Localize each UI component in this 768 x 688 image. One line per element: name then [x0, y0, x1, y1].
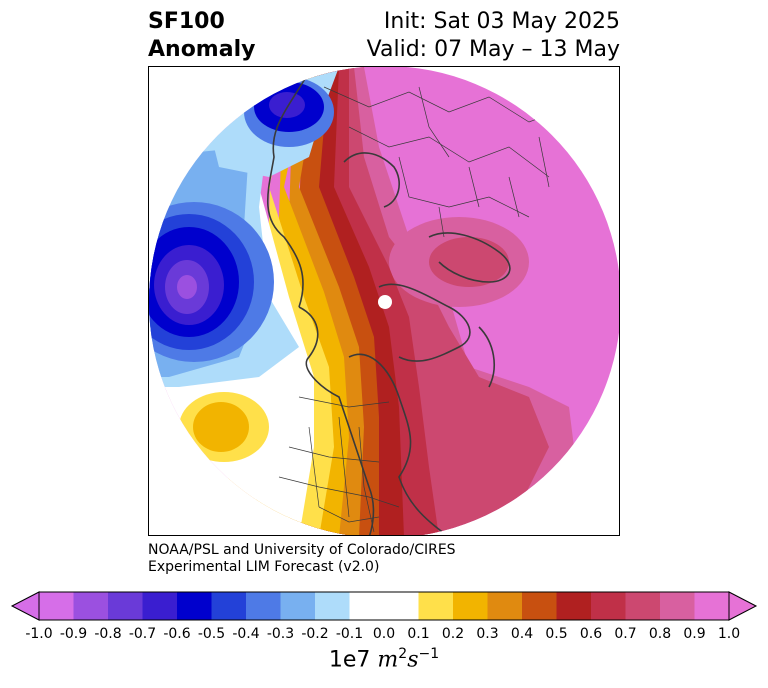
map-title: SF100 Anomaly	[148, 8, 255, 64]
credit-line-1: NOAA/PSL and University of Colorado/CIRE…	[148, 542, 456, 558]
colorbar-tick-labels: -1.0 -0.9 -0.8 -0.7 -0.6 -0.5 -0.4 -0.3 -0.2 -0.1…	[0, 626, 768, 648]
credit-line-2: Experimental LIM Forecast (v2.0)	[148, 559, 380, 575]
field-type: Anomaly	[148, 37, 256, 62]
colorbar-cell	[177, 592, 212, 620]
colorbar-units: 1e7 m2s−1	[0, 646, 768, 672]
colorbar-tick-label: 0.0	[372, 626, 396, 642]
colorbar-cell	[694, 592, 730, 620]
colorbar-tick-label: -0.1	[335, 626, 364, 642]
colorbar-cell	[625, 592, 661, 620]
units-m: m	[377, 647, 399, 673]
colorbar-outline	[38, 591, 730, 621]
colorbar-cell	[556, 592, 592, 620]
variable-name: SF100	[148, 9, 225, 34]
units-m-exp: 2	[398, 646, 408, 662]
colorbar-cell	[349, 592, 385, 620]
colorbar-cell	[280, 592, 316, 620]
north-pole-marker	[378, 295, 392, 309]
colorbar-tick-label: 0.9	[683, 626, 706, 642]
colorbar-cell	[418, 592, 454, 620]
colorbar-tick-label: 1.0	[717, 626, 741, 642]
units-prefix: 1e7	[328, 647, 371, 673]
colorbar-tick-label: -0.2	[301, 626, 329, 642]
colorbar-cells	[39, 592, 730, 620]
colorbar-cell	[39, 592, 74, 620]
colorbar-tick-label: 0.4	[510, 626, 534, 642]
colorbar-tick-label: 0.7	[614, 626, 637, 642]
colorbar-tick-label: 0.5	[545, 626, 568, 642]
colorbar-tick-label: 0.3	[476, 626, 499, 642]
units-s: s	[407, 647, 419, 673]
colorbar-tick-label: -0.5	[197, 626, 226, 642]
colorbar-cell	[522, 592, 557, 620]
forecast-dates: Init: Sat 03 May 2025 Valid: 07 May – 13…	[367, 8, 620, 64]
colorbar-tick-label: -0.3	[266, 626, 295, 642]
units-s-exp: −1	[418, 646, 440, 662]
polar-map	[149, 67, 619, 535]
anomaly-lobe-asia-inner	[429, 237, 509, 287]
colorbar-tick-label: -0.4	[232, 626, 260, 642]
anomaly-pos-pacific-0.2	[193, 402, 249, 452]
colorbar-tick-label: -0.9	[59, 626, 88, 642]
coastlines	[266, 71, 511, 535]
colorbar-tick-label: 0.1	[407, 626, 430, 642]
colorbar-cell	[73, 592, 109, 620]
colorbar-tick-label: -1.0	[25, 626, 53, 642]
colorbar-cell	[453, 592, 488, 620]
anomaly-neg-0.9	[177, 275, 197, 299]
colorbar-cell	[384, 592, 419, 620]
init-date: Init: Sat 03 May 2025	[383, 9, 620, 34]
colorbar	[10, 591, 758, 621]
map-panel	[148, 66, 620, 536]
colorbar-tick-label: -0.6	[163, 626, 191, 642]
anomaly-neg-north-0.7	[269, 92, 305, 118]
colorbar-tick-label: 0.8	[648, 626, 672, 642]
colorbar-cell	[660, 592, 695, 620]
political-borders	[278, 86, 570, 533]
colorbar-cell	[142, 592, 178, 620]
colorbar-cell	[487, 592, 523, 620]
colorbar-tick-label: -0.7	[128, 626, 157, 642]
colorbar-tick-label: 0.6	[579, 626, 603, 642]
colorbar-tick-label: -0.8	[94, 626, 122, 642]
colorbar-extend-max-arrow	[728, 591, 758, 621]
colorbar-cell	[315, 592, 350, 620]
colorbar-cell	[211, 592, 247, 620]
credit-text: NOAA/PSL and University of Colorado/CIRE…	[148, 542, 456, 576]
valid-range: Valid: 07 May – 13 May	[366, 37, 620, 62]
colorbar-cell	[246, 592, 281, 620]
colorbar-extend-min-arrow	[10, 591, 40, 621]
colorbar-tick-label: 0.2	[441, 626, 465, 642]
colorbar-cell	[108, 592, 143, 620]
colorbar-cell	[591, 592, 626, 620]
